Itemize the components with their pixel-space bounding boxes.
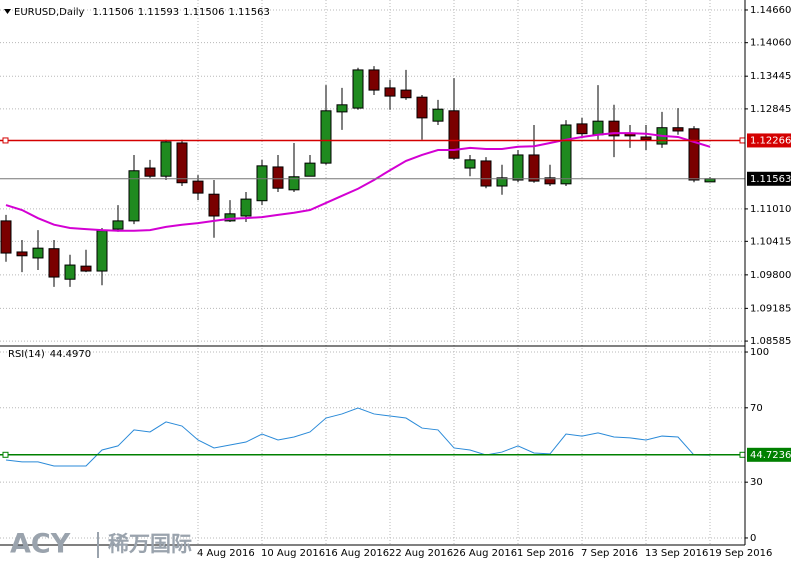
candle-body bbox=[416, 96, 428, 119]
candle-body bbox=[176, 142, 188, 184]
candle-body bbox=[592, 120, 604, 136]
menu-arrow[interactable] bbox=[4, 9, 11, 14]
close: 1.11563 bbox=[229, 7, 270, 18]
candle-body bbox=[496, 177, 508, 187]
rsi-value: 44.4970 bbox=[50, 349, 91, 360]
y-tick-label: 1.12845 bbox=[750, 104, 791, 115]
candle-body bbox=[576, 123, 588, 135]
candle-body bbox=[608, 120, 620, 137]
candle-body bbox=[144, 167, 156, 177]
x-tick-label: 16 Aug 2016 bbox=[325, 548, 389, 559]
x-tick-label: 19 Sep 2016 bbox=[709, 548, 772, 559]
y-tick-label: 100 bbox=[750, 347, 769, 358]
level-label: 1.12266 bbox=[750, 135, 791, 146]
y-tick-label: 1.08585 bbox=[750, 336, 791, 347]
y-tick-label: 1.09185 bbox=[750, 303, 791, 314]
watermark: ACY 稀万国际 bbox=[10, 529, 192, 560]
y-tick-label: 1.14660 bbox=[750, 5, 791, 16]
candle-body bbox=[336, 104, 348, 113]
candle-body bbox=[688, 128, 700, 181]
chart-header: EURUSD,Daily 1.11506 1.11593 1.11506 1.11563 bbox=[14, 7, 270, 18]
rsi-header: RSI(14) 44.4970 bbox=[8, 349, 91, 360]
rsi-title: RSI(14) bbox=[8, 349, 45, 360]
current-price-box bbox=[747, 171, 791, 186]
candle-body bbox=[352, 69, 364, 109]
candle-body bbox=[480, 160, 492, 187]
candle-body bbox=[16, 251, 28, 257]
level-label: 44.7236 bbox=[750, 450, 791, 461]
candle-body bbox=[400, 89, 412, 99]
y-tick-label: 1.11010 bbox=[750, 204, 791, 215]
candle-body bbox=[48, 248, 60, 278]
x-tick-label: 1 Sep 2016 bbox=[517, 548, 574, 559]
y-tick-label: 0 bbox=[750, 533, 756, 544]
candle-body bbox=[224, 213, 236, 222]
y-tick-label: 70 bbox=[750, 403, 763, 414]
candle-body bbox=[0, 220, 12, 254]
level-box bbox=[747, 133, 791, 148]
y-tick-label: 1.09800 bbox=[750, 270, 791, 281]
candle-body bbox=[384, 87, 396, 97]
x-tick-label: 13 Sep 2016 bbox=[645, 548, 708, 559]
open: 1.11506 bbox=[92, 7, 133, 18]
candle-body bbox=[512, 154, 524, 181]
candle-body bbox=[672, 127, 684, 132]
level-handle bbox=[739, 137, 746, 144]
high: 1.11593 bbox=[138, 7, 179, 18]
candle-body bbox=[272, 166, 284, 189]
candle-body bbox=[96, 230, 108, 272]
candle-body bbox=[256, 165, 268, 202]
x-tick-label: 10 Aug 2016 bbox=[261, 548, 325, 559]
candle-body bbox=[640, 136, 652, 141]
candle-body bbox=[128, 170, 140, 222]
level-handle bbox=[739, 451, 746, 458]
watermark-name: 稀万国际 bbox=[108, 532, 192, 556]
candle-body bbox=[288, 176, 300, 191]
watermark-brand: ACY bbox=[10, 529, 71, 560]
y-tick-label: 1.13445 bbox=[750, 71, 791, 82]
low: 1.11506 bbox=[183, 7, 224, 18]
candle-body bbox=[368, 69, 380, 91]
x-tick-label: 26 Aug 2016 bbox=[453, 548, 517, 559]
current-price-label: 1.11563 bbox=[750, 174, 791, 185]
candle-body bbox=[432, 108, 444, 122]
candle-body bbox=[560, 124, 572, 185]
x-tick-label: 4 Aug 2016 bbox=[197, 548, 255, 559]
candle-body bbox=[208, 193, 220, 217]
level-box bbox=[747, 447, 791, 462]
x-tick-label: 22 Aug 2016 bbox=[389, 548, 453, 559]
candle-body bbox=[112, 220, 124, 230]
candle-body bbox=[304, 162, 316, 177]
rsi-line bbox=[5, 407, 711, 467]
candle-body bbox=[448, 110, 460, 159]
level-handle bbox=[2, 137, 9, 144]
y-tick-label: 30 bbox=[750, 477, 763, 488]
x-tick-label: 7 Sep 2016 bbox=[581, 548, 638, 559]
candle-body bbox=[32, 247, 44, 259]
candle-body bbox=[240, 198, 252, 217]
symbol: EURUSD,Daily bbox=[14, 7, 85, 18]
level-handle bbox=[2, 451, 9, 458]
candle-body bbox=[160, 141, 172, 177]
y-tick-label: 1.14060 bbox=[750, 38, 791, 49]
y-tick-label: 1.10415 bbox=[750, 236, 791, 247]
moving-average bbox=[5, 132, 711, 232]
candle-body bbox=[464, 159, 476, 169]
candle-body bbox=[80, 265, 92, 272]
candle-body bbox=[320, 110, 332, 164]
candle-body bbox=[544, 177, 556, 185]
candle-body bbox=[64, 264, 76, 280]
candle-body bbox=[192, 180, 204, 194]
candle-body bbox=[528, 154, 540, 182]
